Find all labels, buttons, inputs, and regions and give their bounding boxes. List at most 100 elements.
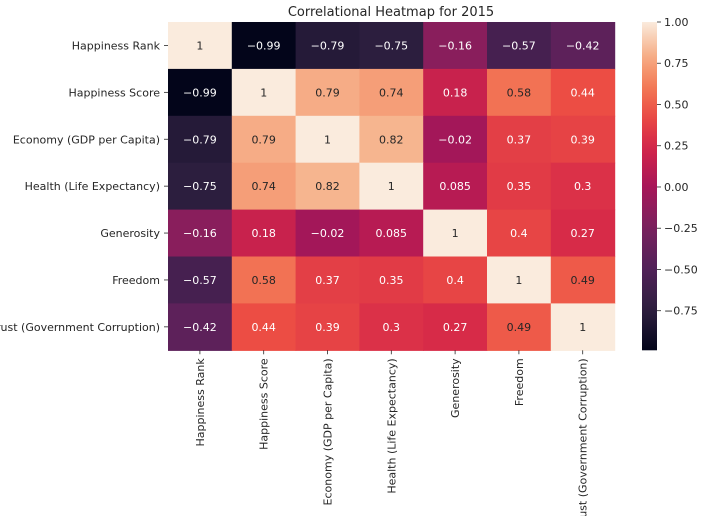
heatmap-cell [487,22,552,70]
row-tick-label: Trust (Government Corruption) [0,321,160,334]
cell-value-label: −0.99 [183,86,217,99]
heatmap-cell [168,162,233,211]
colorbar-tick-label: 0.50 [664,98,689,111]
row-tick-label: Health (Life Expectancy) [25,180,160,193]
cell-value-label: 0.4 [510,227,528,240]
heatmap-cell [359,68,424,117]
heatmap-cell [423,115,488,164]
cell-value-label: 1 [452,227,459,240]
column-tick-label: Trust (Government Corruption) [577,358,590,516]
cell-value-label: 0.49 [507,321,532,334]
heatmap-cell [359,22,424,70]
cell-value-label: 0.37 [315,274,340,287]
heatmap-cell [295,22,360,70]
heatmap-cell [550,115,616,164]
heatmap-cell [168,209,233,258]
cell-value-label: 0.37 [507,133,532,146]
cell-value-label: 0.58 [251,274,276,287]
heatmap-cell [231,162,297,211]
column-tick-label: Health (Life Expectancy) [385,358,398,493]
heatmap-cell [423,162,488,211]
heatmap-cells: 1 −0.99 −0.79 −0.75 −0.16 −0.57 −0.42 −0.99 1 0.7… [168,22,616,351]
cell-value-label: −0.79 [183,133,217,146]
cell-value-label: 0.085 [439,180,471,193]
heatmap-cell [487,303,552,351]
colorbar-tick-label: 1.00 [664,16,689,29]
cell-value-label: 0.58 [507,86,532,99]
cell-value-label: 0.82 [379,133,404,146]
cell-value-label: 0.49 [570,274,595,287]
cell-value-label: −0.75 [183,180,217,193]
cell-value-label: 0.4 [446,274,464,287]
cell-value-label: −0.75 [374,39,408,52]
heatmap-cell [550,256,616,304]
column-tick-label: Generosity [449,358,462,418]
cell-value-label: −0.99 [247,39,281,52]
heatmap-cell [295,162,360,211]
column-tick-label: Freedom [513,358,526,406]
heatmap-cell [423,68,488,117]
heatmap-cell [550,303,616,351]
heatmap-cell [423,209,488,258]
row-tick-label: Happiness Score [68,86,160,99]
column-tick-label: Happiness Score [258,358,271,450]
heatmap-cell [487,209,552,258]
colorbar-gradient [642,22,657,351]
column-tick-labels: Happiness Rank Happiness Score Economy (GD… [194,350,590,516]
row-tick-labels: Happiness Rank Happiness Score Economy (GD… [0,39,168,334]
heatmap-cell [550,68,616,117]
cell-value-label: 0.3 [383,321,401,334]
colorbar-tick-label: 0.25 [664,140,689,153]
cell-value-label: 0.79 [315,86,340,99]
cell-value-label: 0.18 [443,86,468,99]
colorbar-tick-label: 0.00 [664,181,689,194]
heatmap-cell [487,68,552,117]
heatmap-cell [231,22,297,70]
heatmap-cell [550,209,616,258]
heatmap-cell [423,303,488,351]
row-tick-label: Freedom [112,274,160,287]
heatmap-cell [487,162,552,211]
cell-value-label: 0.74 [251,180,276,193]
cell-value-label: 0.27 [443,321,468,334]
cell-value-label: −0.02 [311,227,345,240]
cell-value-label: 0.79 [251,133,276,146]
heatmap-cell [168,22,233,70]
colorbar-tick-label: −0.50 [664,263,698,276]
row-tick-label: Happiness Rank [72,39,161,52]
cell-value-label: 1 [515,274,522,287]
heatmap-cell [359,303,424,351]
cell-value-label: 1 [324,133,331,146]
heatmap-cell [487,115,552,164]
colorbar-tick-label: 0.75 [664,57,689,70]
heatmap-cell [168,68,233,117]
heatmap-cell [423,256,488,304]
heatmap-cell [295,68,360,117]
heatmap-cell [231,303,297,351]
heatmap-cell [487,256,552,304]
chart-title: Correlational Heatmap for 2015 [288,5,494,20]
cell-value-label: 0.085 [376,227,408,240]
cell-value-label: 0.39 [570,133,595,146]
cell-value-label: 0.27 [570,227,595,240]
cell-value-label: 1 [196,39,203,52]
cell-value-label: −0.16 [183,227,217,240]
cell-value-label: −0.42 [566,39,600,52]
heatmap-cell [295,115,360,164]
cell-value-label: 0.18 [251,227,276,240]
cell-value-label: 1 [260,86,267,99]
cell-value-label: −0.16 [438,39,472,52]
cell-value-label: 1 [579,321,586,334]
heatmap-cell [359,115,424,164]
colorbar: 1.00 0.75 0.50 0.25 0.00 −0.25 −0.50 −0.75 [642,16,698,351]
cell-value-label: 0.44 [570,86,595,99]
row-tick-label: Generosity [100,227,160,240]
heatmap-cell [359,162,424,211]
heatmap-cell [423,22,488,70]
cell-value-label: 0.3 [574,180,592,193]
cell-value-label: 0.82 [315,180,340,193]
heatmap-cell [231,256,297,304]
column-tick-label: Happiness Rank [194,358,207,447]
heatmap-cell [550,22,616,70]
